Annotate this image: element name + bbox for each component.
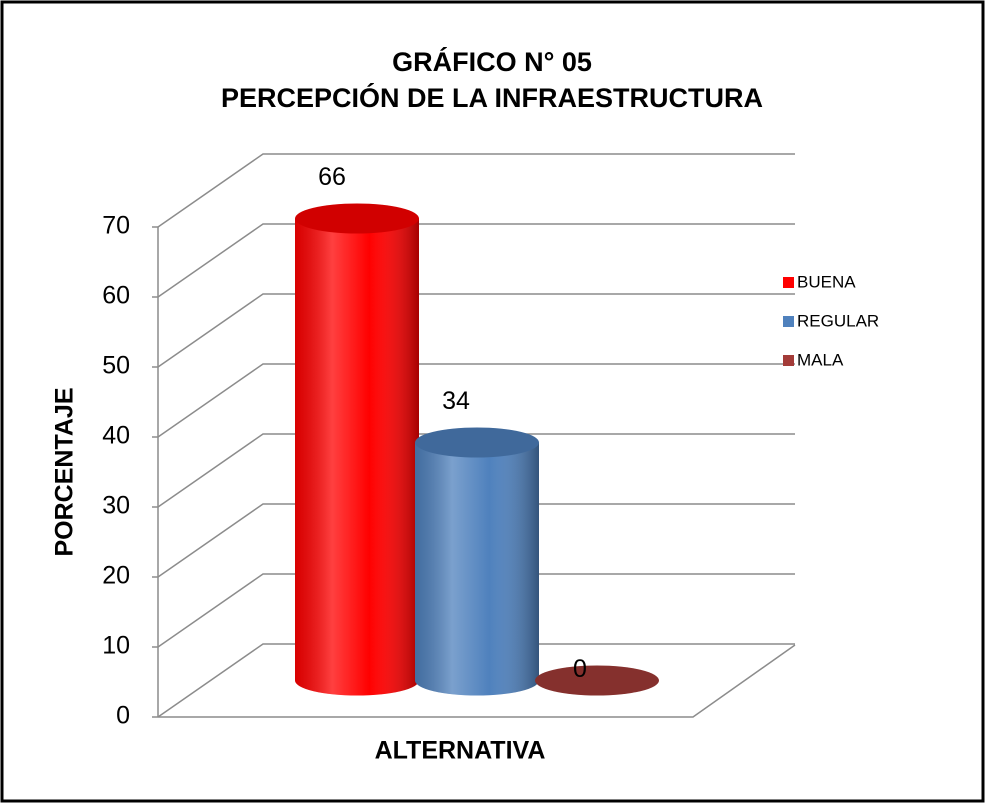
bar-shading xyxy=(415,442,539,696)
legend-label: REGULAR xyxy=(797,311,879,330)
floor-edge xyxy=(158,644,796,718)
bar-top xyxy=(415,427,539,458)
grid-line xyxy=(157,293,795,368)
y-tick-label: 0 xyxy=(116,702,130,730)
legend-label: MALA xyxy=(797,350,844,369)
data-label: 66 xyxy=(318,163,346,191)
grid-line xyxy=(157,573,795,648)
grid-line xyxy=(157,363,795,438)
y-tick-label: 40 xyxy=(102,422,130,450)
bar xyxy=(415,427,539,696)
bar-top-shade xyxy=(415,427,539,458)
bar-shading xyxy=(295,218,419,696)
bar-top-shade xyxy=(295,203,419,234)
y-tick-label: 60 xyxy=(102,282,130,310)
y-tick-label: 30 xyxy=(102,492,130,520)
data-label: 34 xyxy=(442,387,470,415)
bar xyxy=(535,665,659,696)
grid-line xyxy=(157,433,795,508)
y-tick-label: 70 xyxy=(102,212,130,240)
x-axis-label: ALTERNATIVA xyxy=(375,737,546,765)
y-tick-label: 50 xyxy=(102,352,130,380)
chart-title: PERCEPCIÓN DE LA INFRAESTRUCTURA xyxy=(221,82,763,113)
bar xyxy=(295,203,419,696)
legend-swatch xyxy=(783,355,794,366)
bar-top-shade xyxy=(535,665,659,696)
y-tick-label: 20 xyxy=(102,562,130,590)
grid-line xyxy=(157,223,795,298)
legend-swatch xyxy=(783,316,794,327)
bar-top xyxy=(535,665,659,696)
grid-line xyxy=(157,153,795,228)
legend-swatch xyxy=(783,277,794,288)
legend-label: BUENA xyxy=(797,272,856,291)
chart-title: GRÁFICO N° 05 xyxy=(392,46,592,77)
y-tick-label: 10 xyxy=(102,632,130,660)
bar-top xyxy=(295,203,419,234)
grid-line xyxy=(157,643,795,718)
data-label: 0 xyxy=(573,655,587,683)
y-axis-label: PORCENTAJE xyxy=(51,387,79,556)
grid-line xyxy=(157,503,795,578)
